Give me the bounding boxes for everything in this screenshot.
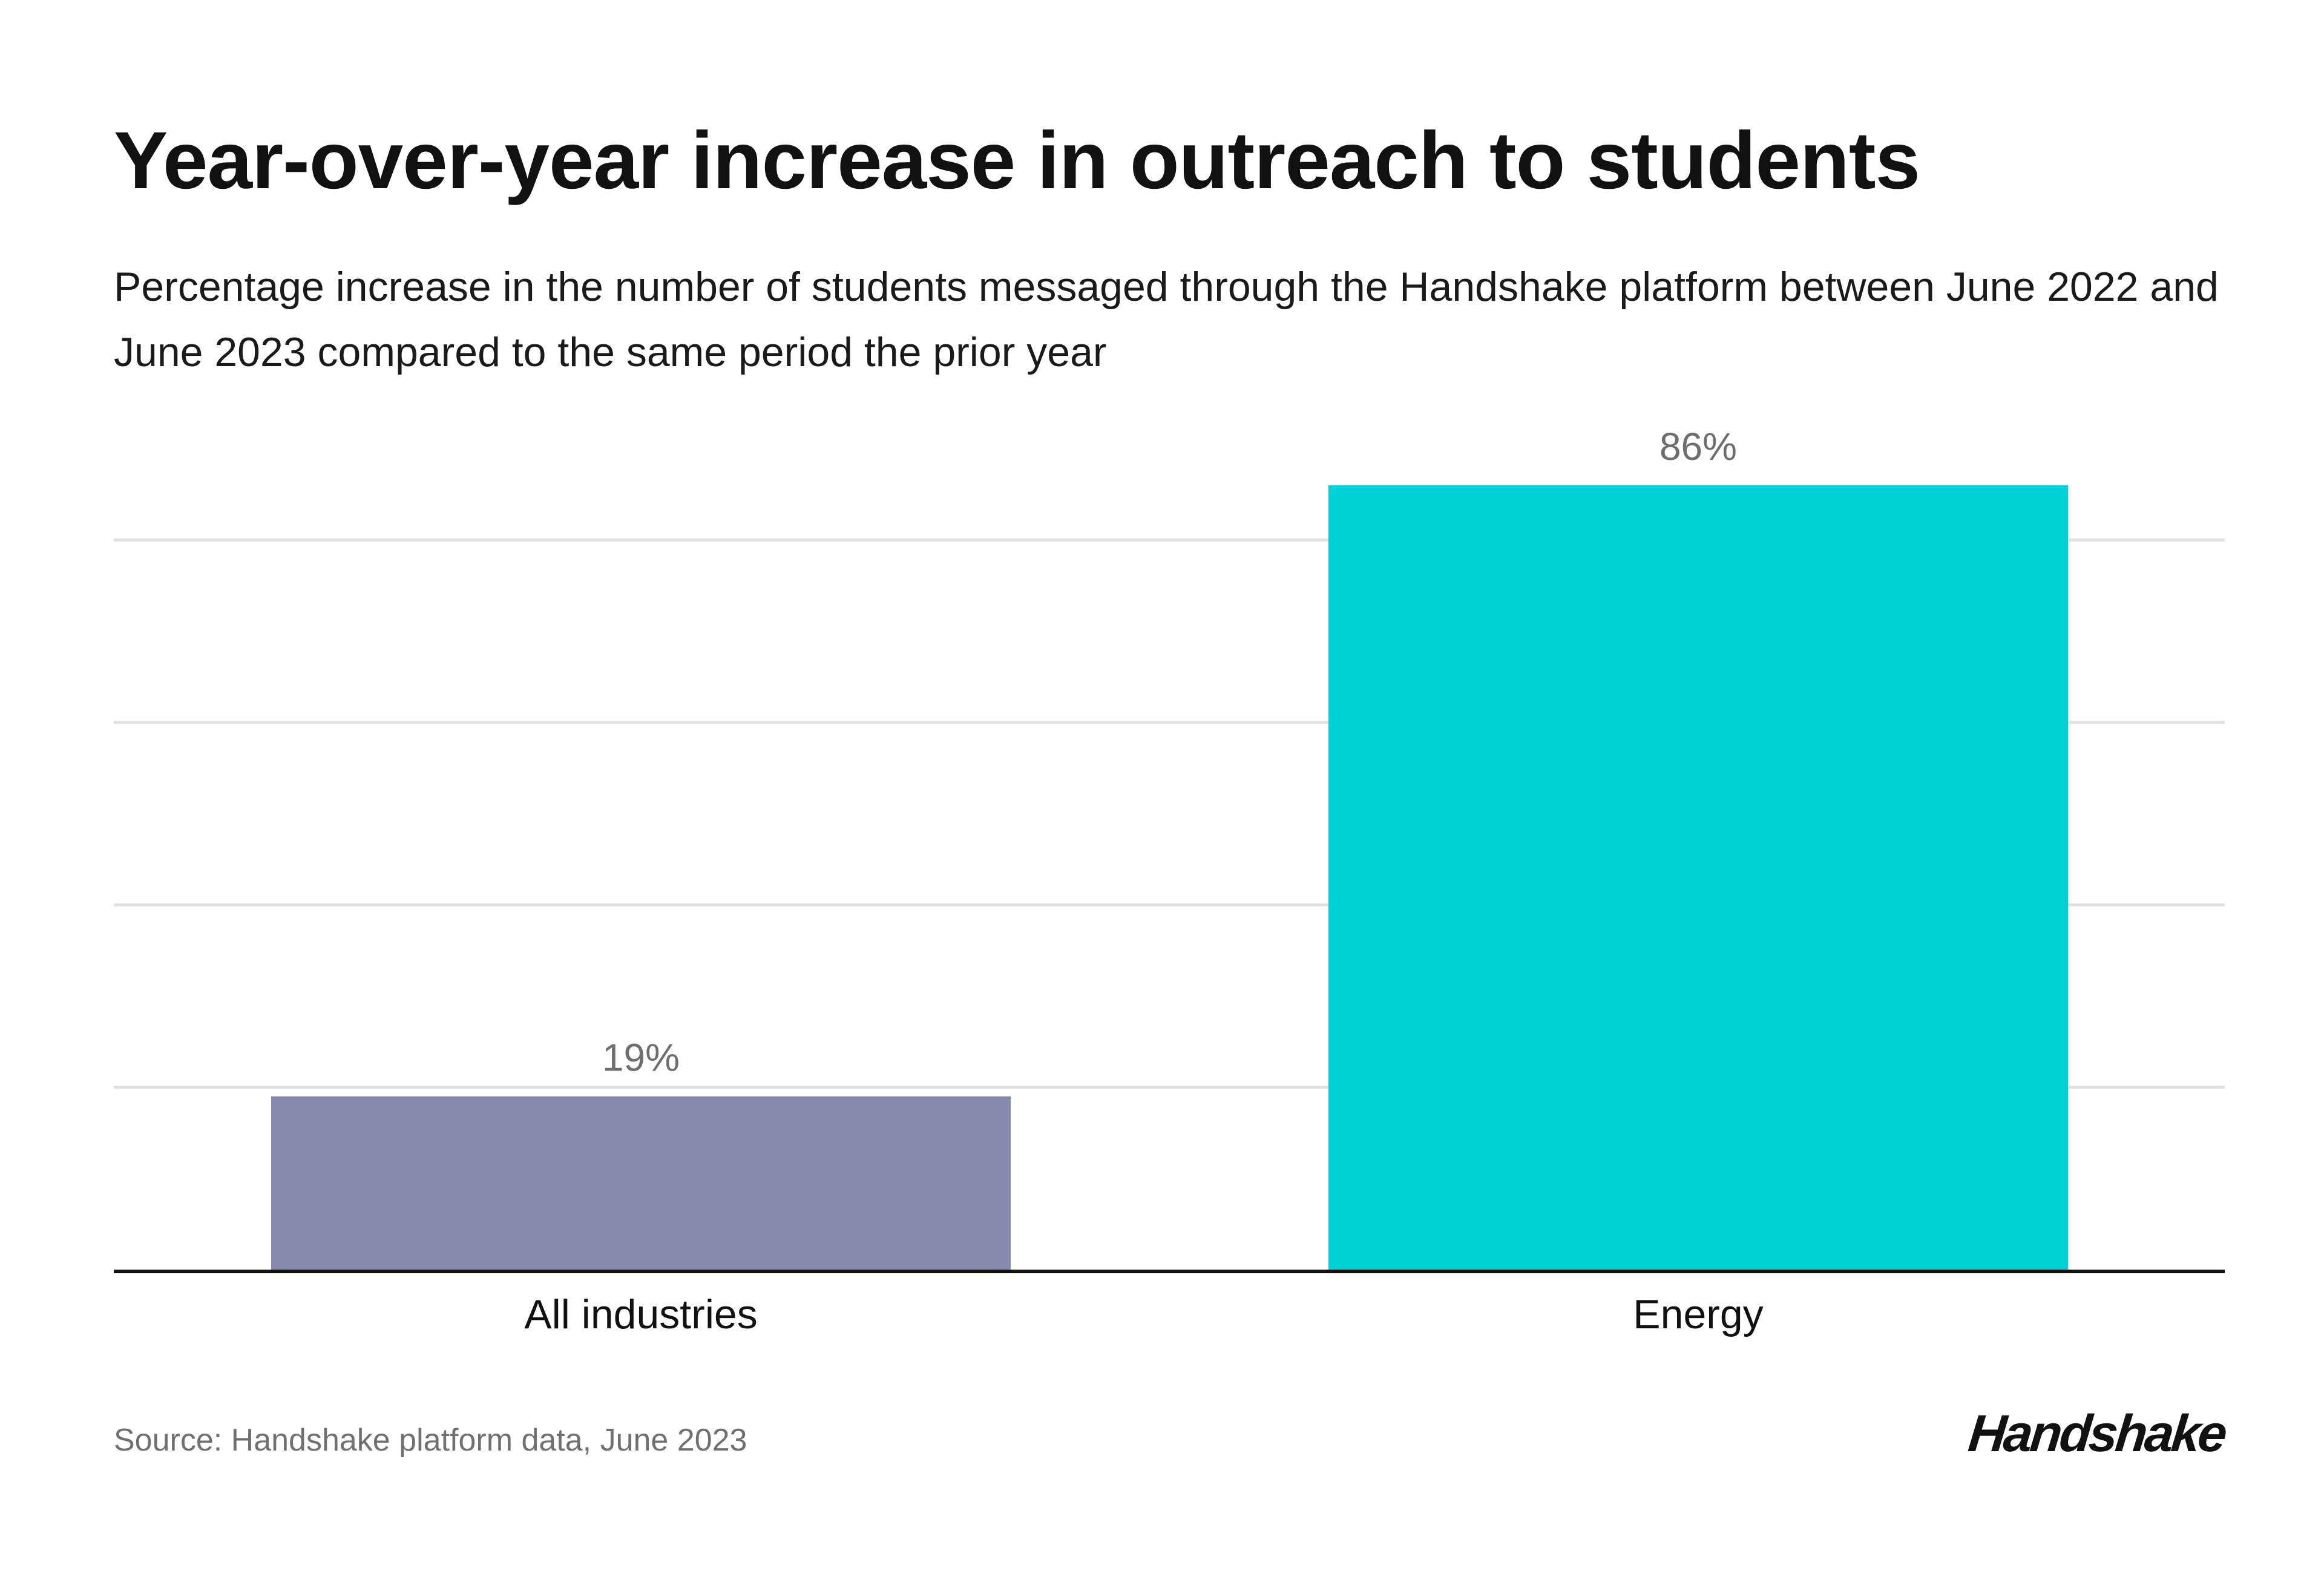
bar-energy	[1328, 485, 2068, 1270]
value-label-all-industries: 19%	[602, 1036, 680, 1080]
labels: 19% All industries 86% Energy	[524, 425, 1763, 1337]
chart-title: Year-over-year increase in outreach to s…	[114, 116, 1920, 206]
source-note: Source: Handshake platform data, June 20…	[114, 1423, 747, 1458]
bars	[271, 485, 2068, 1270]
chart-subtitle: Percentage increase in the number of stu…	[114, 264, 2219, 375]
handshake-logo: Handshake	[1966, 1405, 2228, 1463]
bar-all-industries	[271, 1096, 1011, 1270]
category-label-energy: Energy	[1633, 1291, 1763, 1337]
value-label-energy: 86%	[1659, 425, 1737, 468]
category-label-all-industries: All industries	[524, 1291, 758, 1337]
